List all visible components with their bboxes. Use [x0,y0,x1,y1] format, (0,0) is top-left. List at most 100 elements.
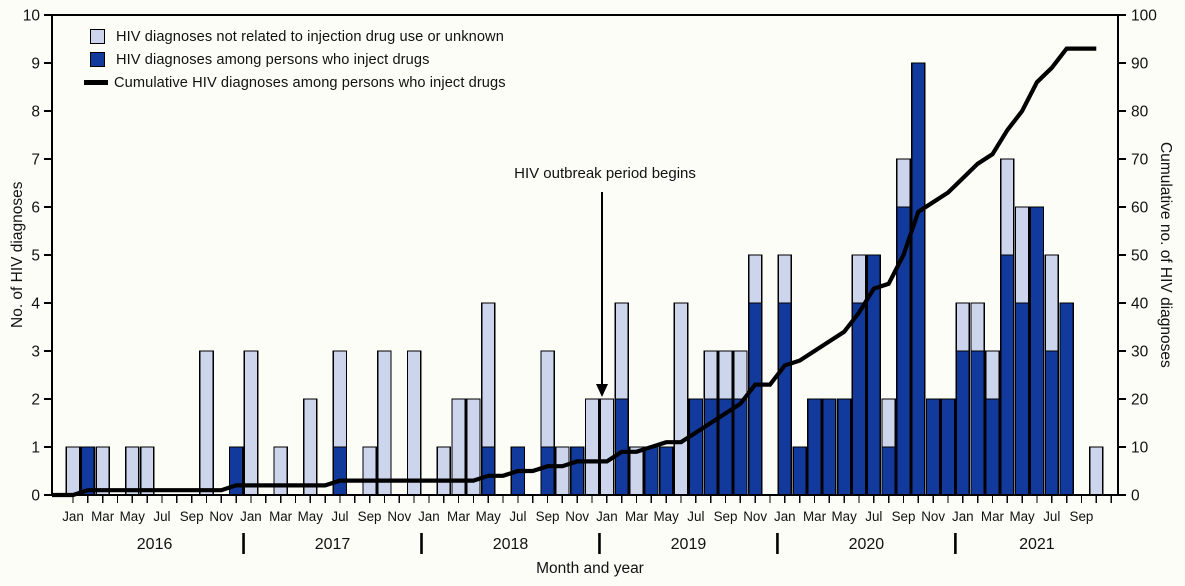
outbreak-arrow [596,192,608,397]
bar-idu [644,446,659,496]
bar-idu [792,446,807,496]
legend-label: HIV diagnoses among persons who inject d… [116,51,430,68]
svg-text:May: May [298,509,324,524]
svg-text:6: 6 [31,200,40,217]
svg-text:Nov: Nov [743,509,767,524]
svg-text:May: May [120,509,146,524]
svg-text:Mar: Mar [269,509,293,524]
bar-not-idu [896,158,911,208]
svg-text:May: May [832,509,858,524]
bar-idu [911,62,926,496]
svg-text:Mar: Mar [625,509,649,524]
year-label: 2016 [137,536,173,553]
svg-text:1: 1 [31,440,40,457]
svg-text:Jul: Jul [865,509,882,524]
year-label: 2021 [1019,536,1055,553]
svg-text:Sep: Sep [358,509,382,524]
svg-text:Mar: Mar [91,509,115,524]
svg-text:Sep: Sep [536,509,560,524]
svg-text:Jan: Jan [418,509,440,524]
bar-not-idu [614,302,630,400]
bar-not-idu [302,398,318,496]
bar-not-idu [703,350,718,400]
bar-idu [569,446,585,496]
bar-not-idu [436,446,452,496]
svg-text:May: May [1009,509,1035,524]
bar-not-idu [673,302,689,496]
bar-not-idu [125,446,140,496]
bar-not-idu [273,446,288,496]
year-label: 2020 [849,536,885,553]
bar-idu [999,254,1015,496]
svg-text:80: 80 [1131,104,1149,121]
svg-text:5: 5 [31,248,40,265]
bar-not-idu [540,350,555,448]
bar-idu [955,350,971,496]
bar-not-idu [733,350,748,400]
svg-text:May: May [654,509,680,524]
svg-text:Nov: Nov [209,509,233,524]
bar-idu [985,398,1000,496]
bar-idu [658,446,674,496]
bar-not-idu [362,446,377,496]
bar-not-idu [999,158,1015,256]
bar-idu [822,398,837,496]
svg-text:2: 2 [31,392,40,409]
svg-text:Jan: Jan [240,509,262,524]
bar-not-idu [139,446,155,496]
bar-idu [747,302,763,496]
svg-text:Mar: Mar [803,509,827,524]
outbreak-annotation: HIV outbreak period begins [514,165,696,182]
bar-not-idu [65,446,81,496]
svg-text:Sep: Sep [1070,509,1094,524]
bar-idu [940,398,956,496]
bar-not-idu [970,302,985,352]
year-label: 2018 [493,536,529,553]
x-axis: Jan Mar May Jul Sep Nov Jan Mar May Jul Sep Nov Jan M… [62,495,1112,554]
bar-not-idu [377,350,392,496]
legend-label: HIV diagnoses not related to injection d… [116,28,504,45]
bar-not-idu [480,302,496,448]
bar-idu [80,446,96,496]
cumulative-line-swatch-icon [84,80,108,85]
bar-not-idu [332,350,348,448]
bars-group [65,62,1104,496]
bar-not-idu [95,446,110,496]
svg-text:Mar: Mar [447,509,471,524]
svg-text:50: 50 [1131,248,1149,265]
svg-text:0: 0 [1131,488,1140,505]
bar-not-idu [406,350,422,496]
bar-not-idu [955,302,971,352]
svg-text:10: 10 [23,8,41,25]
bar-idu [733,398,748,496]
svg-text:7: 7 [31,152,40,169]
bar-not-idu [747,254,763,304]
svg-text:9: 9 [31,56,40,73]
bar-not-idu [718,350,733,400]
bar-idu [1014,302,1030,496]
bar-idu [332,446,348,496]
svg-text:40: 40 [1131,296,1149,313]
svg-text:Jan: Jan [952,509,974,524]
bar-not-idu [555,446,570,496]
svg-text:Jul: Jul [153,509,170,524]
bar-idu [688,398,704,496]
legend-item-idu: HIV diagnoses among persons who inject d… [90,48,506,71]
bar-not-idu [243,350,259,496]
svg-text:70: 70 [1131,152,1149,169]
svg-text:Jan: Jan [596,509,618,524]
bar-not-idu [881,398,896,448]
bar-not-idu [1088,446,1104,496]
bar-idu [1029,206,1045,496]
svg-text:4: 4 [31,296,40,313]
svg-text:Jul: Jul [1043,509,1060,524]
bar-not-idu [777,254,793,304]
svg-text:May: May [476,509,502,524]
svg-text:Jan: Jan [62,509,84,524]
legend-item-not-idu: HIV diagnoses not related to injection d… [90,25,506,48]
cumulative-line [52,46,1097,498]
right-axis-title: Cumulative no. of HIV diagnoses [1157,142,1174,368]
x-axis-title: Month and year [536,560,644,577]
